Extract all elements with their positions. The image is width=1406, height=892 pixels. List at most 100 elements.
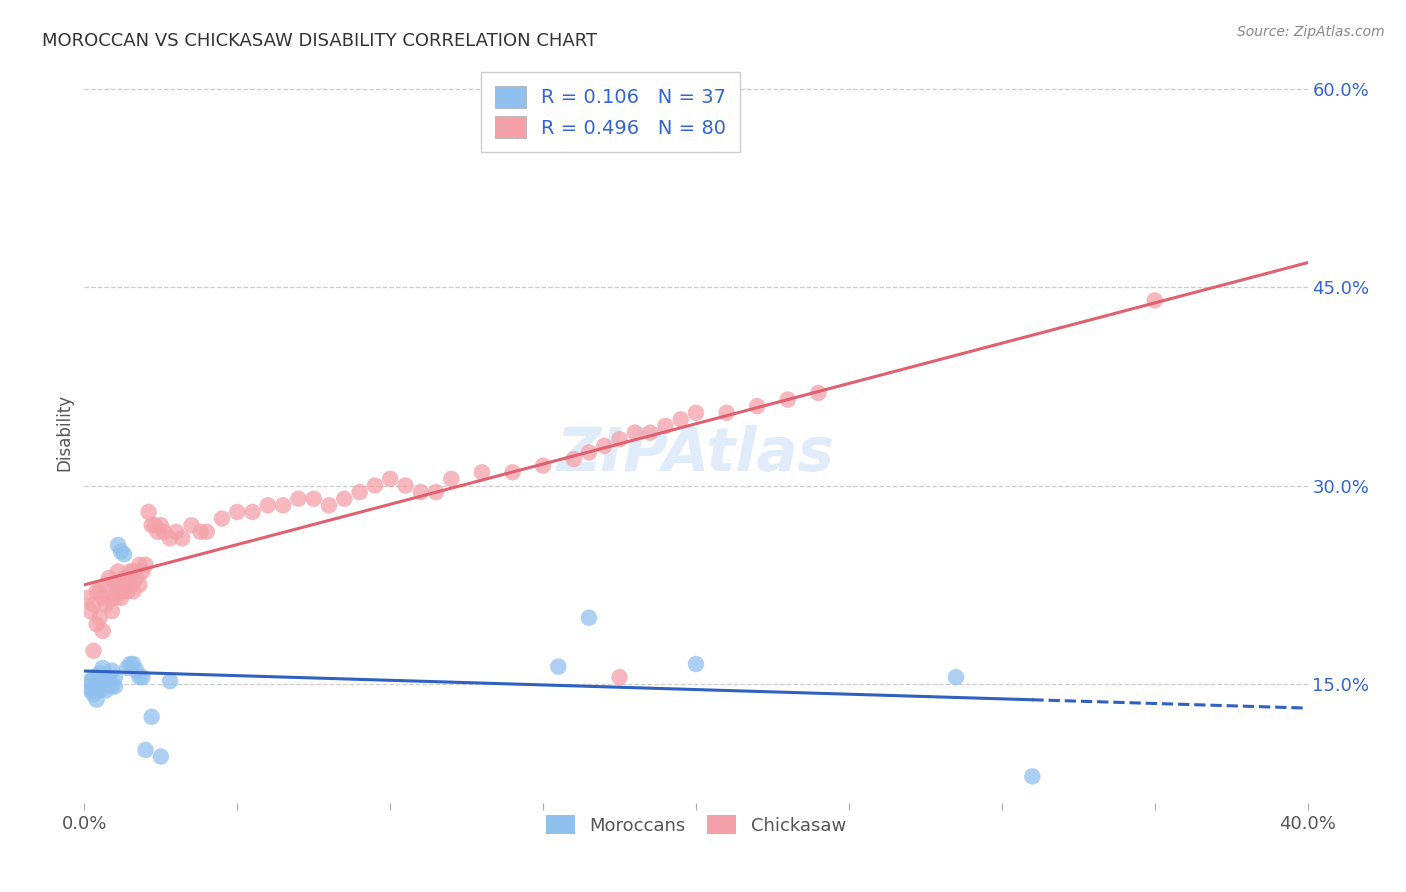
Chickasaw <box>128 558 150 572</box>
Chickasaw <box>76 591 98 605</box>
Moroccans <box>94 683 117 698</box>
Chickasaw <box>654 419 676 434</box>
Chickasaw <box>425 485 447 500</box>
Chickasaw <box>91 624 114 638</box>
Moroccans <box>76 680 98 694</box>
Chickasaw <box>101 604 124 618</box>
Moroccans <box>135 743 157 757</box>
Chickasaw <box>94 598 117 612</box>
Moroccans <box>97 677 120 691</box>
Chickasaw <box>138 505 160 519</box>
Chickasaw <box>747 399 769 413</box>
Chickasaw <box>159 532 181 546</box>
Text: Source: ZipAtlas.com: Source: ZipAtlas.com <box>1237 25 1385 39</box>
Chickasaw <box>122 584 145 599</box>
Moroccans <box>547 659 569 673</box>
Chickasaw <box>112 584 135 599</box>
Moroccans <box>83 687 105 701</box>
Chickasaw <box>471 465 494 479</box>
Moroccans <box>149 749 172 764</box>
Chickasaw <box>110 591 132 605</box>
Chickasaw <box>86 617 108 632</box>
Chickasaw <box>531 458 554 473</box>
Chickasaw <box>94 577 117 591</box>
Chickasaw <box>165 524 187 539</box>
Chickasaw <box>112 571 135 585</box>
Chickasaw <box>609 432 631 446</box>
Moroccans <box>104 670 127 684</box>
Chickasaw <box>226 505 249 519</box>
Chickasaw <box>807 386 830 401</box>
Chickasaw <box>318 499 340 513</box>
Chickasaw <box>104 591 127 605</box>
Chickasaw <box>364 478 387 492</box>
Chickasaw <box>115 571 138 585</box>
Chickasaw <box>107 565 129 579</box>
Moroccans <box>107 538 129 552</box>
Moroccans <box>122 657 145 671</box>
Chickasaw <box>440 472 463 486</box>
Chickasaw <box>149 518 172 533</box>
Chickasaw <box>1143 293 1166 308</box>
Moroccans <box>112 547 135 561</box>
Chickasaw <box>271 499 294 513</box>
Chickasaw <box>624 425 647 440</box>
Chickasaw <box>128 577 150 591</box>
Chickasaw <box>394 478 416 492</box>
Moroccans <box>110 544 132 558</box>
Chickasaw <box>146 524 169 539</box>
Legend: Moroccans, Chickasaw: Moroccans, Chickasaw <box>538 808 853 842</box>
Chickasaw <box>107 584 129 599</box>
Moroccans <box>91 680 114 694</box>
Chickasaw <box>141 518 163 533</box>
Moroccans <box>101 680 124 694</box>
Moroccans <box>115 661 138 675</box>
Chickasaw <box>180 518 202 533</box>
Moroccans <box>86 692 108 706</box>
Moroccans <box>945 670 967 684</box>
Chickasaw <box>89 610 111 624</box>
Y-axis label: Disability: Disability <box>55 394 73 471</box>
Chickasaw <box>502 465 524 479</box>
Chickasaw <box>349 485 371 500</box>
Chickasaw <box>716 406 738 420</box>
Chickasaw <box>172 532 194 546</box>
Chickasaw <box>638 425 661 440</box>
Chickasaw <box>122 565 145 579</box>
Moroccans <box>685 657 707 671</box>
Chickasaw <box>120 565 142 579</box>
Chickasaw <box>131 565 153 579</box>
Chickasaw <box>101 591 124 605</box>
Moroccans <box>89 683 111 698</box>
Chickasaw <box>91 591 114 605</box>
Moroccans <box>79 683 101 698</box>
Moroccans <box>104 680 127 694</box>
Text: MOROCCAN VS CHICKASAW DISABILITY CORRELATION CHART: MOROCCAN VS CHICKASAW DISABILITY CORRELA… <box>42 32 596 50</box>
Moroccans <box>101 664 124 678</box>
Chickasaw <box>562 452 585 467</box>
Chickasaw <box>609 670 631 684</box>
Moroccans <box>94 674 117 689</box>
Moroccans <box>86 677 108 691</box>
Moroccans <box>97 670 120 684</box>
Moroccans <box>131 670 153 684</box>
Moroccans <box>79 674 101 689</box>
Chickasaw <box>669 412 692 426</box>
Chickasaw <box>86 584 108 599</box>
Chickasaw <box>685 406 707 420</box>
Chickasaw <box>242 505 264 519</box>
Moroccans <box>141 710 163 724</box>
Moroccans <box>91 661 114 675</box>
Chickasaw <box>97 571 120 585</box>
Moroccans <box>578 610 600 624</box>
Chickasaw <box>104 577 127 591</box>
Chickasaw <box>190 524 212 539</box>
Chickasaw <box>257 499 280 513</box>
Chickasaw <box>125 571 148 585</box>
Chickasaw <box>79 604 101 618</box>
Chickasaw <box>153 524 176 539</box>
Chickasaw <box>83 644 105 658</box>
Chickasaw <box>120 577 142 591</box>
Chickasaw <box>593 439 616 453</box>
Text: ZIPAtlas: ZIPAtlas <box>557 425 835 484</box>
